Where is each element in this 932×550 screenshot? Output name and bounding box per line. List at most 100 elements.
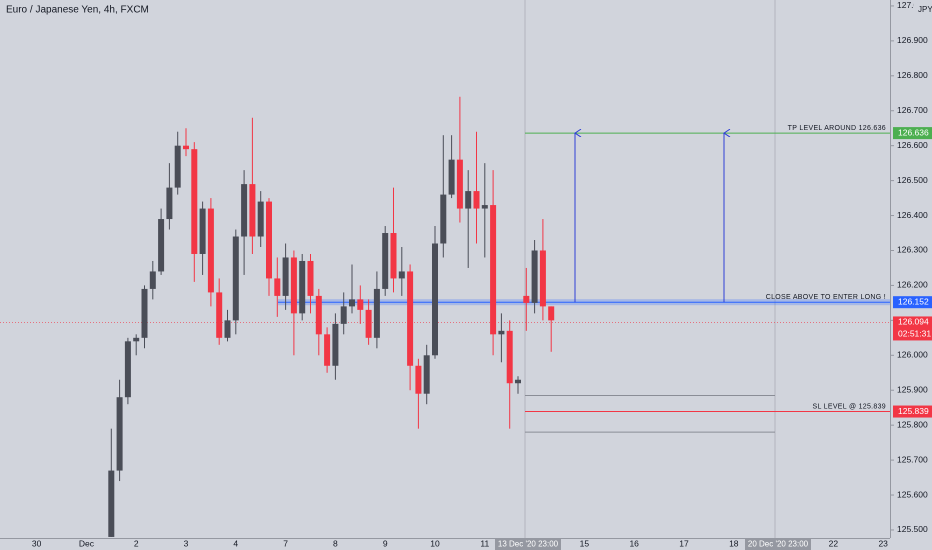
candle-body [382, 233, 389, 289]
candle-body [523, 295, 530, 303]
candle-body [539, 250, 546, 307]
candle-body [166, 187, 173, 220]
y-tick-label: 126.700 [897, 105, 928, 115]
candle-body [548, 306, 555, 321]
x-tick-label: 7 [283, 538, 288, 548]
time-marker-label: 20 Dec '20 23:00 [748, 540, 809, 549]
candle-body [274, 278, 281, 296]
x-tick-label: 23 [878, 538, 888, 548]
candle-body [490, 205, 497, 335]
candle-body [415, 365, 422, 394]
x-tick-label: 18 [729, 538, 739, 548]
y-tick-label: 126.200 [897, 280, 928, 290]
candle-body [373, 288, 380, 338]
y-tick-label: 125.700 [897, 454, 928, 464]
price-tag-label: 126.636 [898, 127, 929, 137]
y-tick-label: 126.400 [897, 210, 928, 220]
candle-body [224, 320, 231, 338]
x-tick-label: 8 [333, 538, 338, 548]
last-price-tag [893, 316, 932, 341]
candle-body [282, 257, 289, 296]
price-tag [893, 405, 932, 418]
candle-body [423, 355, 430, 394]
candle-body [290, 257, 297, 314]
x-tick-label: 11 [480, 538, 489, 548]
candle-body [324, 334, 331, 366]
candle-body [299, 260, 306, 314]
x-tick-label: 4 [233, 538, 238, 548]
x-tick-label: 10 [430, 538, 440, 548]
chart-title: Euro / Japanese Yen, 4h, FXCM [6, 5, 149, 16]
candle-body [456, 159, 463, 209]
x-tick-label: 22 [829, 538, 839, 548]
candle-body [257, 201, 264, 237]
time-marker-label: 13 Dec '20 23:00 [498, 540, 559, 549]
price-tag [893, 127, 932, 140]
candle-body [133, 337, 140, 342]
last-price-label: 126.094 [898, 317, 929, 327]
candle-body [506, 330, 513, 384]
x-tick-label: 15 [580, 538, 590, 548]
y-tick-label: 126.900 [897, 35, 928, 45]
x-tick-label: 2 [134, 538, 139, 548]
candle-body [315, 295, 322, 335]
x-tick-label: 17 [679, 538, 689, 548]
candle-body [174, 145, 181, 188]
y-tick-label: 125.600 [897, 489, 928, 499]
candle-body [407, 271, 414, 366]
x-tick-label: 3 [184, 538, 189, 548]
x-tick-label: 30 [32, 538, 42, 548]
time-marker-tag [745, 539, 811, 550]
x-tick-label: 16 [629, 538, 639, 548]
price-tag-label: 126.152 [898, 296, 929, 306]
candle-body [241, 184, 248, 237]
candle-body [390, 233, 397, 279]
currency-box [914, 2, 932, 16]
candle-body [332, 323, 339, 366]
candle-body [515, 379, 521, 384]
candle-body [498, 330, 505, 335]
candle-body [232, 236, 239, 321]
level-label: SL LEVEL @ 125.839 [813, 403, 886, 410]
y-tick-label: 125.500 [897, 524, 928, 534]
price-tag [893, 296, 932, 309]
plot-area [0, 0, 890, 538]
candle-body [448, 159, 455, 195]
candle-body [473, 191, 480, 209]
y-tick-label: 126.500 [897, 175, 928, 185]
countdown-label: 02:51:31 [898, 329, 931, 339]
candle-body [266, 201, 272, 279]
candle-body [465, 191, 472, 209]
x-tick-label: Dec [79, 538, 95, 548]
y-tick-label: 126.600 [897, 140, 928, 150]
candle-body [199, 208, 206, 254]
candle-body [531, 250, 538, 303]
y-tick-label: 126.800 [897, 70, 928, 80]
level-label: TP LEVEL AROUND 126.636 [788, 125, 886, 132]
candle-body [116, 397, 123, 471]
candle-body [398, 271, 405, 279]
candle-body [249, 184, 256, 237]
candle-body [183, 145, 189, 150]
candle-body [440, 194, 447, 244]
level-label: CLOSE ABOVE TO ENTER LONG ! [766, 294, 886, 301]
candle-body [357, 299, 364, 310]
candle-body [432, 243, 438, 356]
candle-body [349, 299, 355, 307]
y-tick-label: 125.900 [897, 384, 928, 394]
candle-body [365, 309, 372, 338]
candle-body [141, 288, 148, 338]
y-tick-label: 125.800 [897, 419, 928, 429]
y-tick-label: 126.000 [897, 350, 928, 360]
candle-body [216, 292, 223, 338]
currency-label: JPY [918, 5, 932, 14]
candle-body [307, 260, 314, 296]
x-tick-label: 9 [383, 538, 388, 548]
candle-body [191, 149, 198, 254]
candle-body [158, 219, 165, 272]
candle-body [124, 341, 131, 398]
candle-body [207, 208, 214, 293]
candle-body [108, 470, 115, 537]
